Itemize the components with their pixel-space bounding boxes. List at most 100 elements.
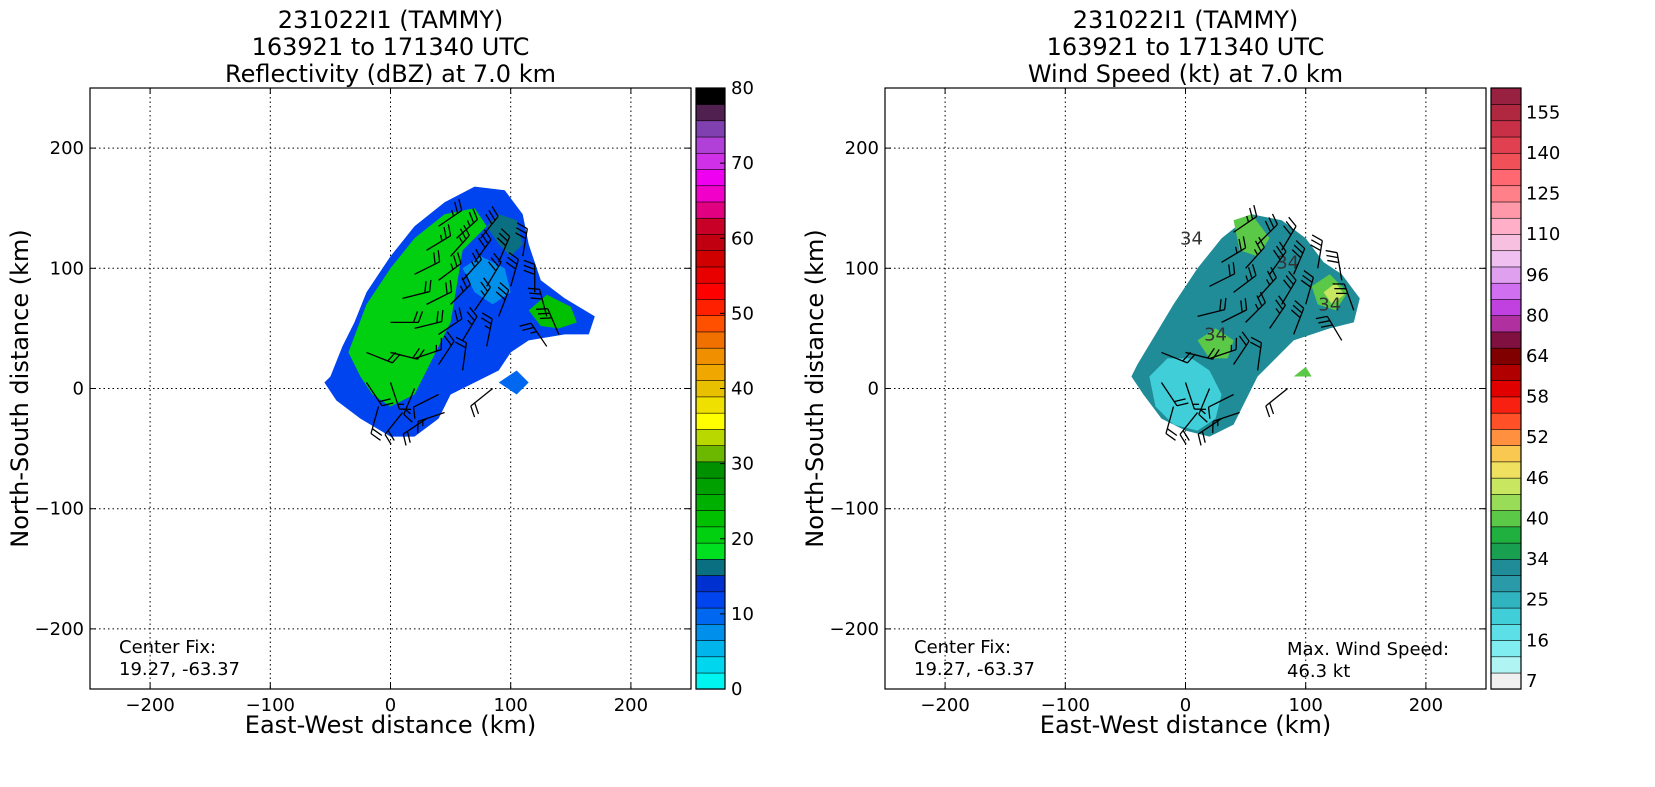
wind-barb-flag — [483, 229, 492, 240]
wind-barb-flag — [1310, 239, 1322, 247]
wind-barb-flag — [1166, 428, 1178, 437]
colorbar-segment — [695, 445, 726, 463]
wind-barb-flag — [424, 281, 427, 293]
colorbar-segment — [1490, 380, 1522, 398]
colorbar-tick-label: 25 — [1526, 590, 1549, 611]
wind-barb-flag — [1271, 213, 1279, 225]
colorbar: 7 16 25 34 40 46 52 58 64 80 96 110 125 140 155 — [1490, 87, 1560, 692]
wind-barb — [1209, 337, 1238, 360]
wind-barb-flag — [1176, 402, 1189, 407]
colorbar-tick-label: 80 — [1526, 305, 1549, 326]
y-tick-label: −200 — [830, 619, 879, 640]
y-tick-label: −200 — [35, 619, 84, 640]
wind-barb — [438, 252, 462, 281]
wind-barb — [1325, 249, 1343, 281]
wind-barb-flag — [480, 317, 492, 325]
center-fix-annotation: Center Fix: — [914, 637, 1011, 658]
wind-barb-flag — [1303, 270, 1314, 278]
wind-barb — [1179, 412, 1199, 445]
wind-barb-half — [467, 319, 473, 326]
colorbar-segment — [695, 347, 726, 365]
wind-barb-flag — [1249, 207, 1254, 220]
colorbar-tick-label: 34 — [1526, 549, 1549, 570]
colorbar-tick-label: 30 — [731, 454, 754, 475]
colorbar-segment — [695, 233, 726, 252]
wind-barb-flag — [461, 277, 468, 289]
reflectivity-panel: 231022I1 (TAMMY)163921 to 171340 UTCRefl… — [6, 6, 754, 739]
colorbar-segment — [1490, 574, 1522, 593]
wind-barb-flag — [1288, 216, 1297, 227]
wind-barb — [519, 322, 548, 347]
wind-barb-flag — [1270, 266, 1277, 278]
wind-barb-flag — [1240, 300, 1243, 313]
wind-barb-half — [470, 261, 476, 268]
colorbar-tick-label: 64 — [1526, 346, 1549, 367]
wind-barb-flag — [478, 237, 486, 249]
wind-barb-flag — [459, 228, 467, 240]
wind-barb-flag — [371, 428, 383, 437]
wind-barb-flag — [466, 311, 475, 322]
field-region — [348, 208, 487, 407]
colorbar-segment — [695, 412, 726, 430]
wind-barb — [1245, 291, 1266, 323]
wind-barb-flag — [480, 281, 489, 292]
wind-barb-flag — [1265, 405, 1271, 418]
wind-barb — [414, 250, 441, 275]
wind-barb-staff — [1265, 387, 1289, 407]
colorbar-tick-label: 58 — [1526, 387, 1549, 408]
wind-barb-flag — [1294, 300, 1305, 309]
wind-barb-flag — [1207, 406, 1211, 419]
wind-barb-flag — [1242, 236, 1247, 249]
wind-barb-flag — [412, 406, 416, 419]
colorbar-segment — [695, 87, 726, 105]
colorbar-segment — [1490, 347, 1522, 365]
x-tick-label: −100 — [1041, 695, 1090, 716]
wind-barb-half — [480, 290, 486, 296]
max-wind-annotation: Max. Wind Speed: — [1287, 639, 1449, 660]
wind-barb-flag — [1238, 335, 1247, 346]
colorbar-segment — [1490, 331, 1522, 349]
colorbar-segment — [695, 168, 726, 187]
colorbar-segment — [695, 623, 726, 641]
colorbar-segment — [1490, 428, 1522, 446]
wind-barb — [523, 259, 536, 293]
wind-barb-flag — [384, 434, 392, 445]
wind-barb-flag — [1269, 402, 1275, 415]
colorbar-segment — [1490, 396, 1522, 414]
field-region — [498, 370, 529, 395]
x-tick-label: −100 — [246, 695, 295, 716]
y-tick-label: 200 — [50, 138, 84, 159]
chart-title-line: 163921 to 171340 UTC — [252, 33, 530, 61]
wind-barb — [462, 306, 478, 341]
wind-barb-flag — [458, 198, 463, 211]
wind-barb — [1250, 336, 1263, 371]
wind-barb-flag — [523, 259, 535, 265]
wind-barb-flag — [1219, 299, 1222, 311]
x-tick-label: 200 — [614, 695, 648, 716]
chart-title-line: Wind Speed (kt) at 7.0 km — [1028, 60, 1343, 88]
wind-barb-flag — [496, 237, 507, 247]
colorbar-segment — [1490, 103, 1522, 122]
wind-barb-flag — [454, 310, 459, 322]
colorbar-tick-label: 125 — [1526, 184, 1560, 205]
wind-barb — [1310, 234, 1323, 269]
wind-barb-flag — [508, 252, 519, 260]
wind-barb-flag — [1207, 347, 1215, 359]
wind-barb-flag — [468, 211, 475, 224]
wind-barb — [438, 331, 455, 365]
colorbar-segment — [695, 542, 726, 560]
colorbar-segment — [1490, 363, 1522, 381]
wind-barb-flag — [412, 311, 419, 323]
wind-barb — [1257, 266, 1277, 299]
wind-barb — [417, 411, 445, 434]
field-region — [528, 294, 577, 329]
wind-barb-flag — [433, 252, 436, 265]
wind-barb — [470, 387, 494, 418]
colorbar: 0 10 20 30 40 50 60 70 80 — [695, 78, 754, 700]
wind-barb-flag — [1182, 430, 1190, 441]
wind-barb-half — [1246, 215, 1250, 223]
colorbar-tick-label: 60 — [731, 228, 754, 249]
wind-barb-flag — [527, 287, 540, 290]
field-region — [462, 256, 511, 305]
